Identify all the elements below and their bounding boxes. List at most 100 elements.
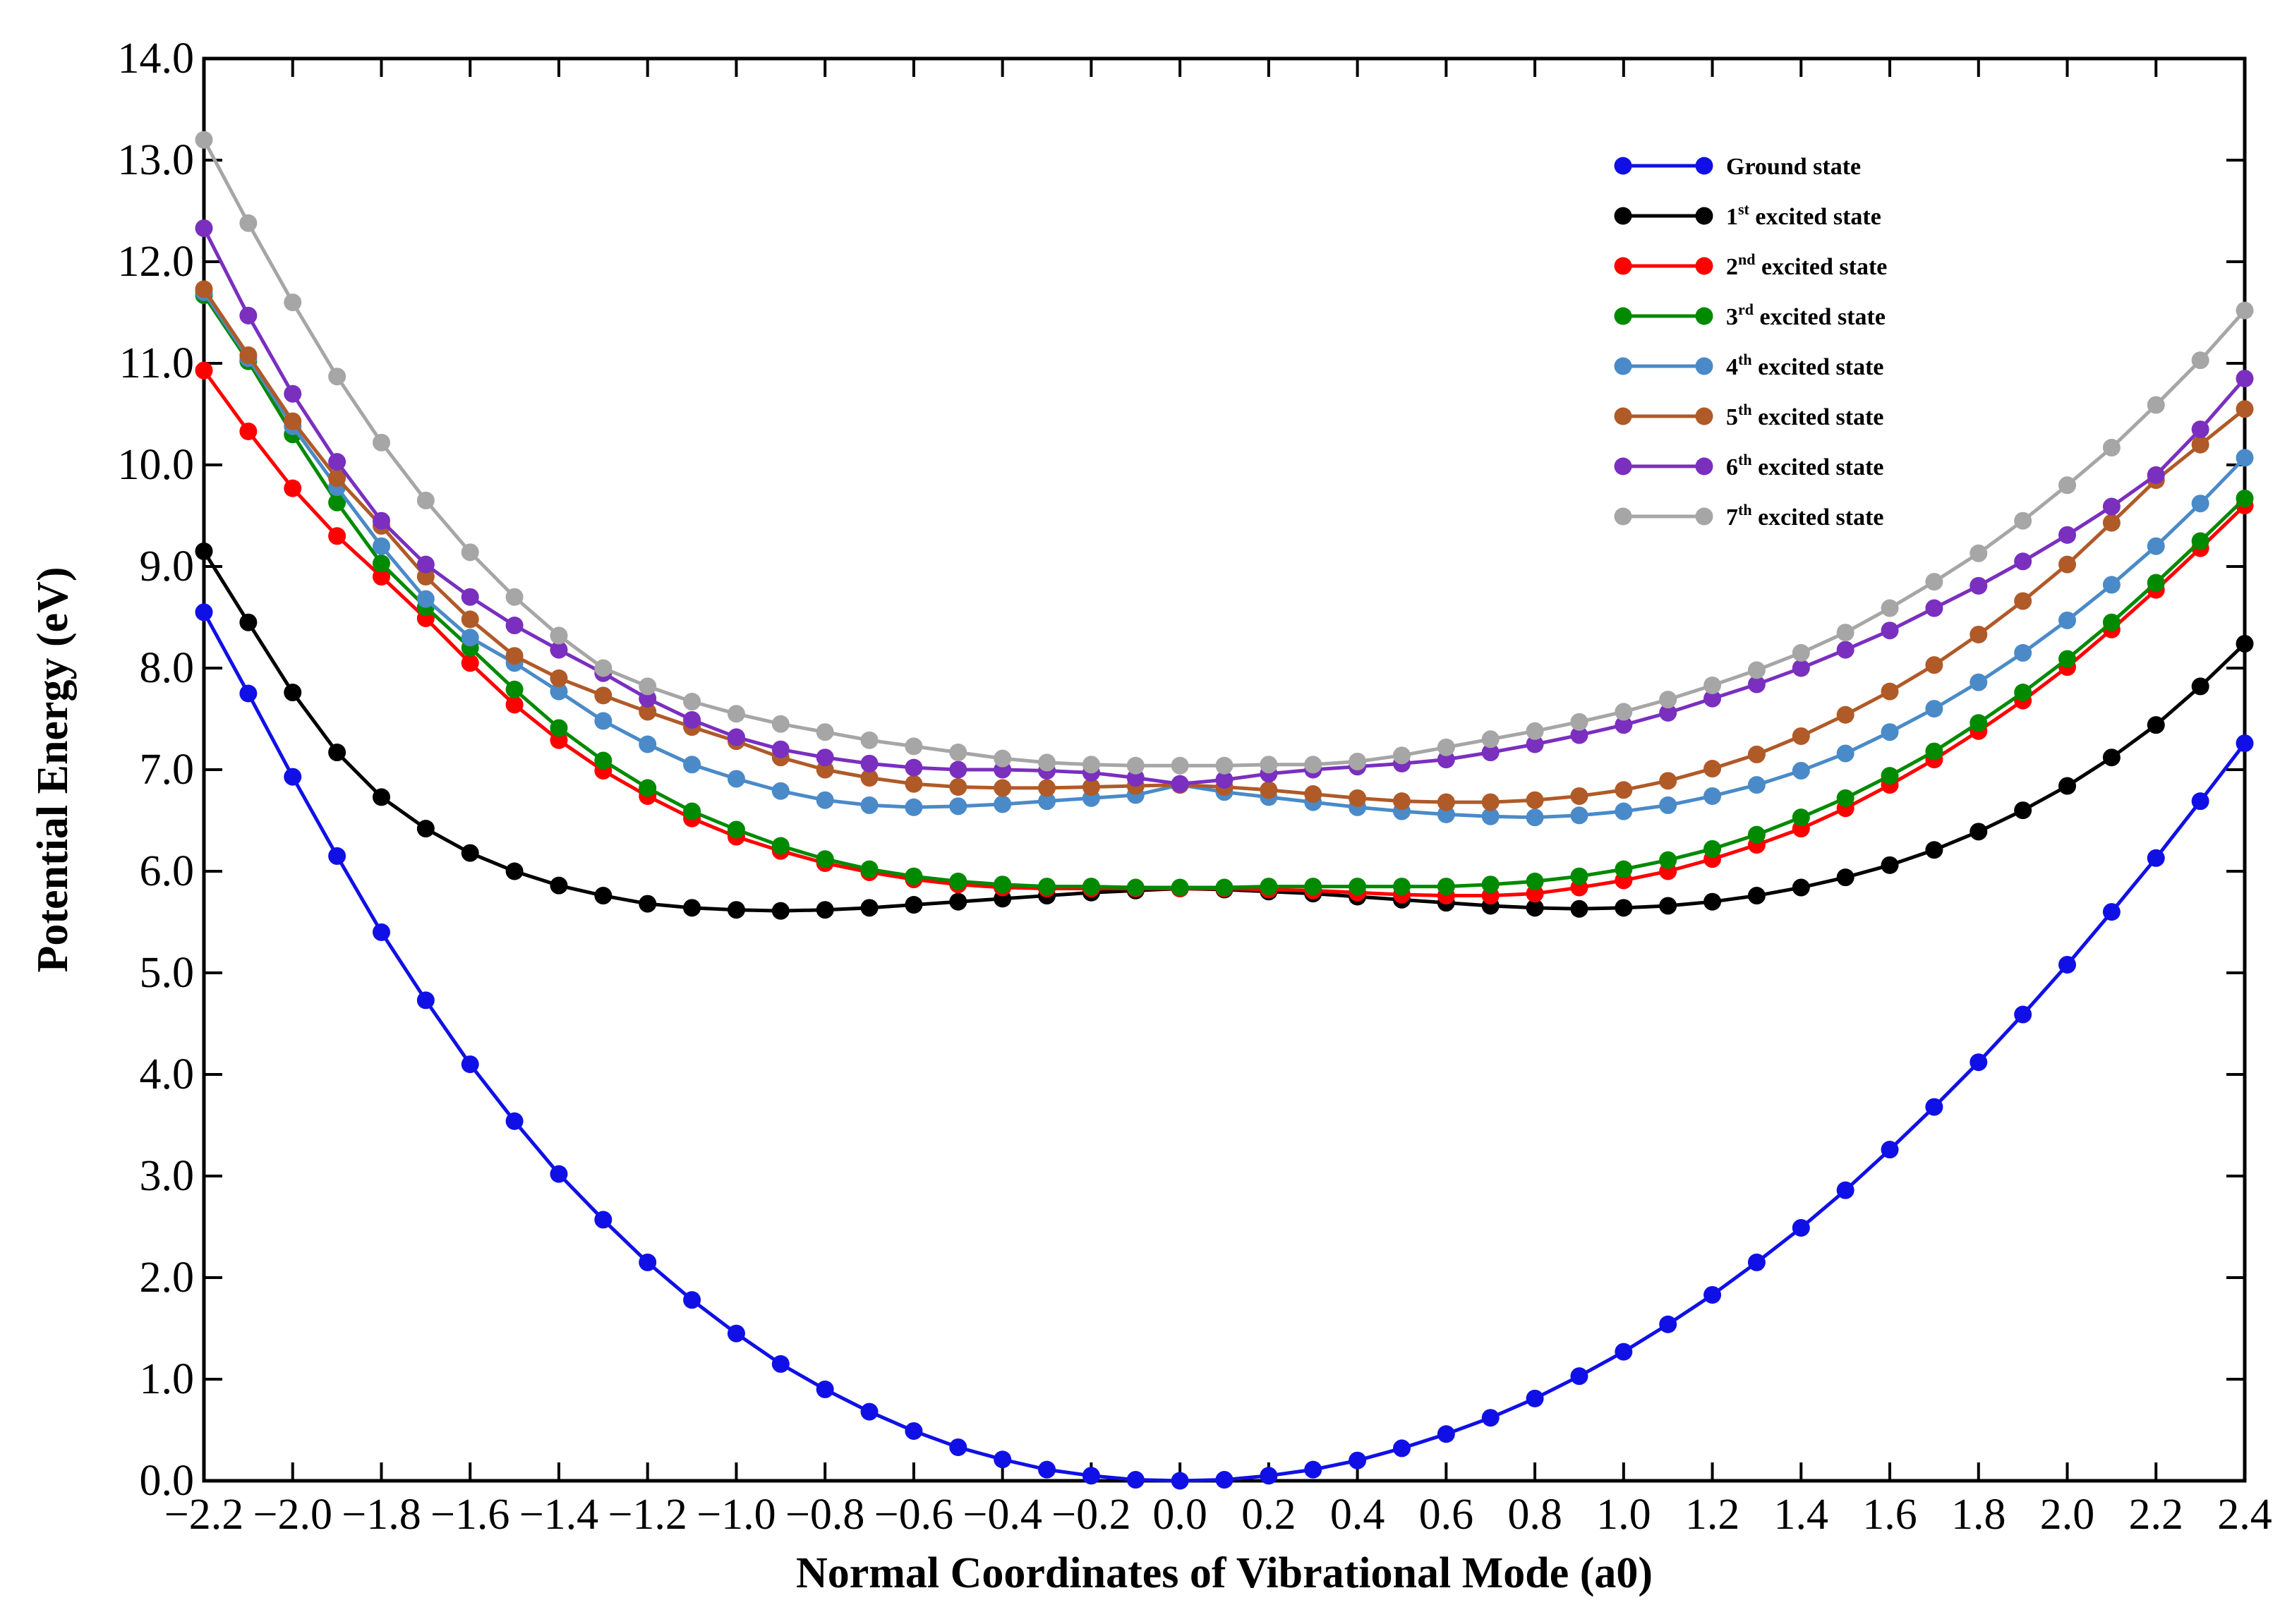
legend-label: 1st excited state xyxy=(1726,200,1881,230)
data-point xyxy=(2236,370,2254,388)
data-point xyxy=(2191,792,2209,811)
data-point xyxy=(284,384,302,403)
data-point xyxy=(905,758,923,777)
data-point xyxy=(816,761,834,779)
data-point xyxy=(505,617,524,635)
data-point xyxy=(2058,650,2077,668)
data-point xyxy=(328,493,346,511)
data-point xyxy=(1747,675,1766,693)
data-point xyxy=(1615,781,1633,799)
data-point xyxy=(372,511,390,530)
x-tick-label: 1.2 xyxy=(1685,1491,1740,1539)
data-point xyxy=(2014,684,2032,702)
data-point xyxy=(1481,793,1500,811)
data-point xyxy=(461,610,479,629)
data-point xyxy=(683,756,701,774)
data-point xyxy=(1570,899,1588,918)
data-point xyxy=(1747,887,1766,905)
y-tick-label: 8.0 xyxy=(140,644,195,692)
data-point xyxy=(1792,643,1810,662)
x-tick-label: 1.6 xyxy=(1862,1491,1917,1539)
data-point xyxy=(239,306,258,325)
data-point xyxy=(1659,772,1677,790)
data-point xyxy=(1792,659,1810,677)
data-point xyxy=(1703,892,1722,911)
data-point xyxy=(2236,301,2254,320)
data-point xyxy=(949,797,967,816)
data-point xyxy=(639,779,657,797)
data-point xyxy=(1349,1451,1367,1470)
y-tick-label: 12.0 xyxy=(118,238,195,286)
data-point xyxy=(1703,676,1722,694)
data-point xyxy=(949,744,967,762)
data-point xyxy=(949,892,967,911)
data-point xyxy=(1481,875,1500,894)
data-point xyxy=(461,654,479,672)
data-point xyxy=(416,991,435,1010)
y-tick-label: 4.0 xyxy=(140,1050,195,1098)
data-point xyxy=(860,731,879,749)
data-point xyxy=(1881,599,1899,617)
data-point xyxy=(683,693,701,711)
data-point xyxy=(727,770,745,788)
data-point xyxy=(505,647,524,665)
data-point xyxy=(1970,576,1988,595)
x-tick-label: 1.8 xyxy=(1951,1491,2006,1539)
data-point xyxy=(1615,703,1633,721)
data-point xyxy=(328,368,346,386)
data-point xyxy=(2236,634,2254,653)
x-tick-label: −0.4 xyxy=(963,1491,1042,1539)
y-tick-label: 6.0 xyxy=(140,847,195,895)
data-point xyxy=(2102,903,2121,921)
data-point xyxy=(860,1402,879,1421)
data-point xyxy=(2014,592,2032,610)
x-tick-label: 0.6 xyxy=(1419,1491,1474,1539)
data-point xyxy=(771,715,790,733)
data-point xyxy=(860,899,879,917)
data-point xyxy=(2102,576,2121,594)
data-point xyxy=(1304,1460,1322,1479)
data-point xyxy=(816,749,834,767)
data-point xyxy=(2147,716,2165,734)
data-point xyxy=(239,422,258,440)
data-point xyxy=(683,802,701,820)
data-point xyxy=(860,860,879,878)
legend-label: 5th excited state xyxy=(1726,401,1883,430)
data-point xyxy=(239,613,258,631)
data-point xyxy=(2102,514,2121,532)
data-point xyxy=(905,867,923,885)
data-point xyxy=(284,684,302,702)
data-point xyxy=(1215,770,1234,789)
y-tick-label: 5.0 xyxy=(140,949,195,997)
data-point xyxy=(1970,625,1988,643)
data-point xyxy=(1437,1425,1455,1443)
data-point xyxy=(1349,878,1367,896)
data-point xyxy=(505,588,524,606)
data-point xyxy=(2058,555,2077,574)
data-point xyxy=(2191,420,2209,439)
data-point xyxy=(1881,622,1899,640)
data-point xyxy=(1659,1315,1677,1333)
data-point xyxy=(1437,793,1455,811)
legend-label: 3rd excited state xyxy=(1726,301,1886,330)
data-point xyxy=(1392,878,1411,896)
data-point xyxy=(727,705,745,723)
data-point xyxy=(416,590,435,608)
data-point xyxy=(1437,878,1455,896)
data-point xyxy=(727,901,745,919)
data-point xyxy=(1970,673,1988,691)
data-point xyxy=(2058,476,2077,495)
data-point xyxy=(284,412,302,430)
x-tick-label: −1.8 xyxy=(342,1491,421,1539)
data-point xyxy=(195,131,213,149)
data-point xyxy=(1526,872,1544,890)
data-point xyxy=(1038,779,1056,797)
data-point xyxy=(639,689,657,708)
data-point xyxy=(505,696,524,714)
data-point xyxy=(2191,435,2209,454)
data-point xyxy=(505,862,524,880)
data-point xyxy=(1481,730,1500,749)
legend-label: 7th excited state xyxy=(1726,501,1883,531)
data-point xyxy=(1836,641,1854,659)
